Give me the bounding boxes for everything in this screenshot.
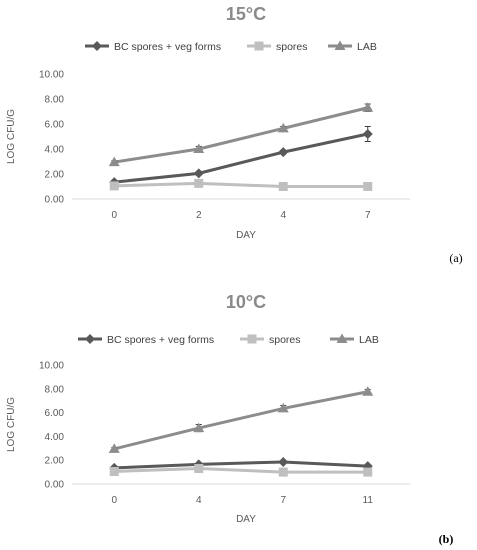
y-tick-label: 10.00: [39, 70, 64, 81]
data-point: [278, 182, 288, 191]
legend-marker: [334, 40, 346, 50]
series-line: [114, 106, 369, 164]
data-point: [363, 467, 373, 477]
data-point: [193, 422, 205, 433]
y-axis-title: LOG CFU/G: [6, 397, 17, 452]
series-line: [114, 181, 368, 188]
y-tick-label: 8.00: [45, 384, 65, 395]
chart-title: 15°C: [226, 4, 266, 24]
x-tick-label: 0: [111, 210, 117, 221]
data-point: [278, 456, 289, 467]
series-line: [113, 390, 369, 451]
data-point: [108, 443, 120, 453]
data-point: [362, 386, 374, 396]
series-lab: [108, 102, 374, 167]
series-line: [114, 132, 369, 184]
legend-marker: [92, 41, 102, 51]
legend-label: LAB: [357, 41, 377, 53]
legend-label: LAB: [359, 334, 379, 346]
legend-marker: [247, 334, 257, 344]
data-point: [193, 168, 204, 179]
y-tick-label: 4.00: [45, 145, 65, 156]
data-point: [362, 102, 374, 112]
y-tick-label: 6.00: [45, 408, 65, 419]
y-tick-label: 6.00: [45, 120, 65, 131]
x-axis-title: DAY: [236, 514, 256, 525]
chart-title: 10°C: [226, 292, 266, 312]
series-line: [114, 460, 368, 470]
x-tick-label: 7: [365, 210, 371, 221]
x-axis-title: DAY: [236, 230, 256, 241]
legend-label: BC spores + veg forms: [107, 334, 214, 346]
legend-marker: [85, 334, 95, 344]
x-tick-label: 0: [111, 495, 117, 506]
data-point: [194, 178, 204, 188]
data-point: [278, 467, 288, 477]
data-point: [277, 122, 289, 133]
x-tick-label: 7: [280, 495, 286, 506]
data-point: [193, 143, 205, 153]
x-tick-label: 11: [363, 495, 374, 506]
data-point: [108, 156, 120, 167]
data-point: [362, 129, 373, 139]
series-spores: [109, 178, 373, 191]
series-spores: [109, 464, 373, 477]
chart-panel-b: 10°C BC spores + veg forms spores LAB 0.00 2.…: [6, 292, 453, 546]
y-tick-label: 2.00: [45, 456, 65, 467]
legend-label: spores: [269, 334, 301, 346]
legend-marker: [254, 41, 264, 51]
data-point: [277, 402, 289, 413]
data-point: [363, 182, 373, 191]
legend-label: BC spores + veg forms: [114, 41, 221, 53]
panel-label: (b): [439, 532, 454, 546]
y-tick-label: 8.00: [45, 95, 65, 106]
legend-marker: [336, 333, 348, 343]
legend-label: spores: [276, 41, 308, 53]
x-tick-label: 4: [196, 495, 202, 506]
y-tick-label: 0.00: [45, 480, 65, 491]
x-tick-label: 4: [280, 210, 286, 221]
series-lab: [108, 386, 374, 453]
panel-label: (a): [449, 251, 462, 265]
y-tick-label: 2.00: [45, 170, 65, 181]
x-tick-label: 2: [196, 210, 202, 221]
y-axis-title: LOG CFU/G: [6, 109, 17, 164]
chart-panel-a: 15°C BC spores + veg forms spores LAB 0.00 2.…: [6, 4, 463, 265]
y-tick-label: 10.00: [39, 361, 64, 372]
series-line: [114, 467, 368, 474]
data-point: [109, 181, 119, 191]
data-point: [278, 147, 289, 158]
y-tick-label: 4.00: [45, 432, 65, 443]
data-point: [109, 467, 119, 477]
data-point: [194, 464, 204, 474]
y-tick-label: 0.00: [45, 195, 65, 206]
